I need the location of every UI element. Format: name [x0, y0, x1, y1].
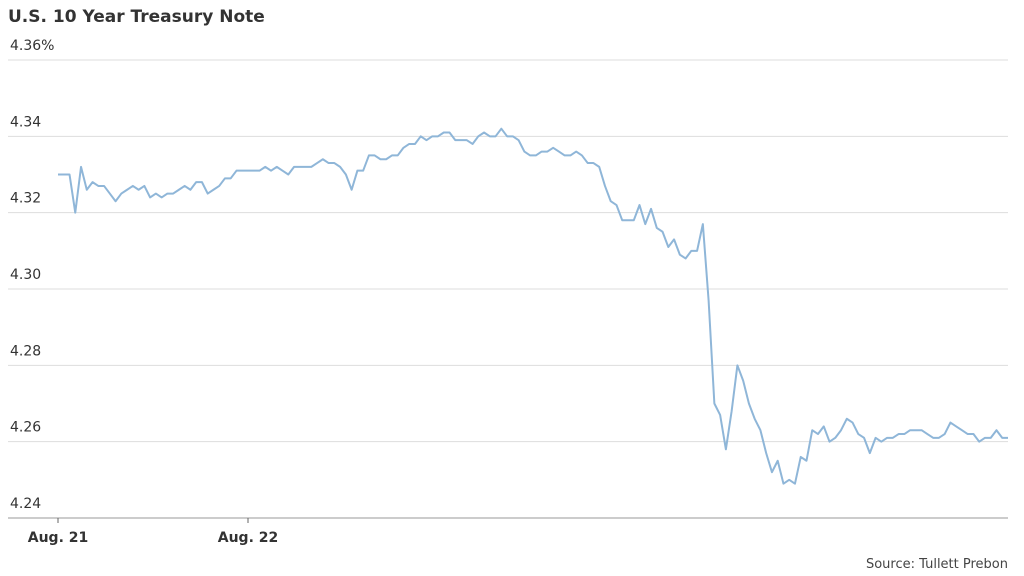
- y-tick-label: 4.32: [10, 191, 41, 207]
- chart-title: U.S. 10 Year Treasury Note: [8, 7, 265, 27]
- y-tick-label: 4.26: [10, 420, 41, 436]
- y-tick-label: 4.24: [10, 496, 41, 512]
- y-tick-label: 4.28: [10, 343, 41, 359]
- y-tick-label: 4.34: [10, 114, 41, 130]
- data-line: [58, 127, 1008, 485]
- source-note: Source: Tullett Prebon: [866, 557, 1008, 572]
- x-tick-label: Aug. 22: [218, 530, 279, 546]
- y-tick-label: 4.36%: [10, 38, 54, 54]
- y-tick-label: 4.30: [10, 267, 41, 283]
- x-tick-label: Aug. 21: [28, 530, 89, 546]
